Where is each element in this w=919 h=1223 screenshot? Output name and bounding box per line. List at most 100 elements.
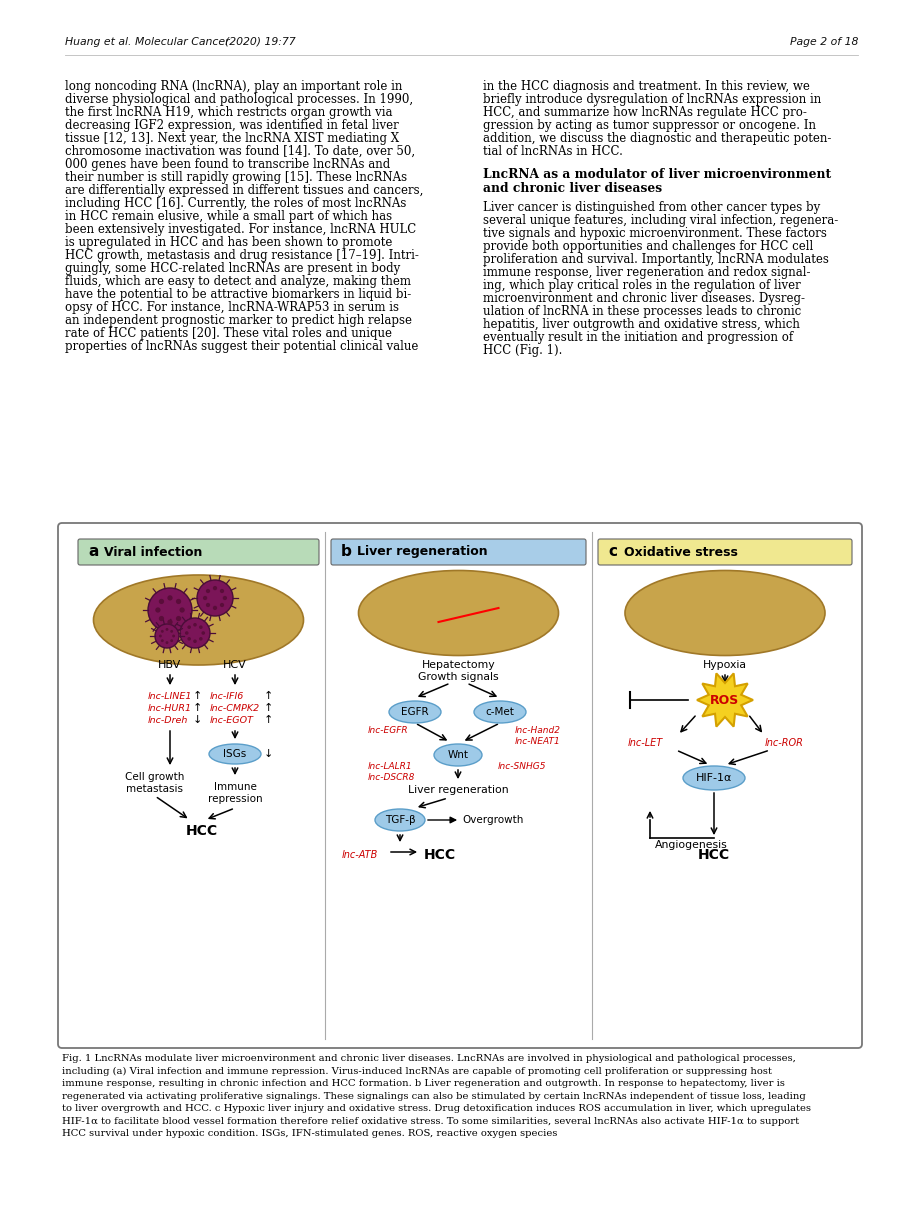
Ellipse shape bbox=[375, 808, 425, 830]
Text: is upregulated in HCC and has been shown to promote: is upregulated in HCC and has been shown… bbox=[65, 236, 391, 249]
Text: HCC growth, metastasis and drug resistance [17–19]. Intri-: HCC growth, metastasis and drug resistan… bbox=[65, 249, 418, 262]
Text: ↑: ↑ bbox=[193, 703, 202, 713]
Text: HCV: HCV bbox=[223, 660, 246, 670]
Text: ulation of lncRNA in these processes leads to chronic: ulation of lncRNA in these processes lea… bbox=[482, 305, 800, 318]
Text: microenvironment and chronic liver diseases. Dysreg-: microenvironment and chronic liver disea… bbox=[482, 292, 804, 305]
Text: proliferation and survival. Importantly, lncRNA modulates: proliferation and survival. Importantly,… bbox=[482, 253, 828, 265]
Text: opsy of HCC. For instance, lncRNA-WRAP53 in serum is: opsy of HCC. For instance, lncRNA-WRAP53… bbox=[65, 301, 399, 314]
Text: TGF-β: TGF-β bbox=[384, 815, 414, 826]
Polygon shape bbox=[697, 674, 752, 726]
Text: repression: repression bbox=[208, 794, 262, 804]
Text: addition, we discuss the diagnostic and therapeutic poten-: addition, we discuss the diagnostic and … bbox=[482, 132, 831, 146]
Text: several unique features, including viral infection, regenera-: several unique features, including viral… bbox=[482, 214, 837, 227]
Circle shape bbox=[172, 635, 175, 637]
Circle shape bbox=[154, 624, 179, 648]
Text: Cell growth: Cell growth bbox=[125, 772, 185, 781]
Text: the first lncRNA H19, which restricts organ growth via: the first lncRNA H19, which restricts or… bbox=[65, 106, 392, 119]
Ellipse shape bbox=[389, 701, 440, 723]
Text: c: c bbox=[607, 544, 617, 559]
FancyBboxPatch shape bbox=[597, 539, 851, 565]
Text: long noncoding RNA (lncRNA), play an important role in: long noncoding RNA (lncRNA), play an imp… bbox=[65, 79, 402, 93]
Text: LncRNA as a modulator of liver microenvironment: LncRNA as a modulator of liver microenvi… bbox=[482, 168, 831, 181]
Circle shape bbox=[161, 630, 164, 632]
Text: ↑: ↑ bbox=[264, 703, 273, 713]
Text: and chronic liver diseases: and chronic liver diseases bbox=[482, 182, 662, 196]
Text: ↓: ↓ bbox=[264, 748, 273, 759]
Text: diverse physiological and pathological processes. In 1990,: diverse physiological and pathological p… bbox=[65, 93, 413, 106]
Circle shape bbox=[155, 608, 160, 613]
Text: lnc-ATB: lnc-ATB bbox=[342, 850, 378, 860]
Text: chromosome inactivation was found [14]. To date, over 50,: chromosome inactivation was found [14]. … bbox=[65, 146, 414, 158]
Text: lnc-CMPK2: lnc-CMPK2 bbox=[210, 704, 260, 713]
Text: guingly, some HCC-related lncRNAs are present in body: guingly, some HCC-related lncRNAs are pr… bbox=[65, 262, 400, 275]
Circle shape bbox=[187, 637, 191, 641]
Text: lnc-EGOT: lnc-EGOT bbox=[210, 715, 254, 725]
Text: lnc-LALR1: lnc-LALR1 bbox=[368, 762, 413, 770]
Text: c-Met: c-Met bbox=[485, 707, 514, 717]
Ellipse shape bbox=[434, 744, 482, 766]
Text: tive signals and hypoxic microenvironment. These factors: tive signals and hypoxic microenvironmen… bbox=[482, 227, 826, 240]
Text: Page 2 of 18: Page 2 of 18 bbox=[789, 37, 857, 46]
Text: including HCC [16]. Currently, the roles of most lncRNAs: including HCC [16]. Currently, the roles… bbox=[65, 197, 406, 210]
Circle shape bbox=[148, 588, 192, 632]
Text: Overgrowth: Overgrowth bbox=[461, 815, 523, 826]
Text: gression by acting as tumor suppressor or oncogene. In: gression by acting as tumor suppressor o… bbox=[482, 119, 815, 132]
Text: immune response, liver regeneration and redox signal-: immune response, liver regeneration and … bbox=[482, 265, 810, 279]
Text: lnc-IFI6: lnc-IFI6 bbox=[210, 692, 244, 701]
Ellipse shape bbox=[94, 575, 303, 665]
Text: HBV: HBV bbox=[158, 660, 181, 670]
Text: metastasis: metastasis bbox=[127, 784, 183, 794]
Text: Hepatectomy: Hepatectomy bbox=[421, 660, 494, 670]
Text: lnc-Dreh: lnc-Dreh bbox=[148, 715, 188, 725]
Text: HCC: HCC bbox=[186, 824, 218, 838]
Text: been extensively investigated. For instance, lncRNA HULC: been extensively investigated. For insta… bbox=[65, 223, 415, 236]
Text: ↑: ↑ bbox=[264, 715, 273, 725]
Text: HCC (Fig. 1).: HCC (Fig. 1). bbox=[482, 344, 562, 357]
Text: lnc-ROR: lnc-ROR bbox=[765, 737, 803, 748]
Circle shape bbox=[201, 631, 205, 635]
Text: a: a bbox=[88, 544, 98, 559]
Text: eventually result in the initiation and progression of: eventually result in the initiation and … bbox=[482, 331, 792, 344]
Text: ISGs: ISGs bbox=[223, 748, 246, 759]
Text: Oxidative stress: Oxidative stress bbox=[623, 545, 737, 559]
Circle shape bbox=[170, 630, 173, 632]
Text: 000 genes have been found to transcribe lncRNAs and: 000 genes have been found to transcribe … bbox=[65, 158, 390, 171]
Text: Liver regeneration: Liver regeneration bbox=[407, 785, 508, 795]
Text: ↓: ↓ bbox=[193, 715, 202, 725]
Text: HIF-1α: HIF-1α bbox=[695, 773, 732, 783]
Text: EGFR: EGFR bbox=[401, 707, 428, 717]
Text: an independent prognostic marker to predict high relapse: an independent prognostic marker to pred… bbox=[65, 314, 412, 327]
Circle shape bbox=[199, 637, 202, 641]
Text: rate of HCC patients [20]. These vital roles and unique: rate of HCC patients [20]. These vital r… bbox=[65, 327, 391, 340]
Text: ↑: ↑ bbox=[264, 691, 273, 701]
Circle shape bbox=[170, 640, 173, 642]
Text: lnc-DSCR8: lnc-DSCR8 bbox=[368, 773, 414, 781]
Text: lnc-HUR1: lnc-HUR1 bbox=[148, 704, 192, 713]
Text: Liver cancer is distinguished from other cancer types by: Liver cancer is distinguished from other… bbox=[482, 201, 820, 214]
Text: HCC, and summarize how lncRNAs regulate HCC pro-: HCC, and summarize how lncRNAs regulate … bbox=[482, 106, 806, 119]
Text: Angiogenesis: Angiogenesis bbox=[654, 840, 727, 850]
Text: in HCC remain elusive, while a small part of which has: in HCC remain elusive, while a small par… bbox=[65, 210, 391, 223]
Circle shape bbox=[159, 599, 164, 604]
Text: ↑: ↑ bbox=[193, 691, 202, 701]
Circle shape bbox=[199, 625, 202, 629]
Text: Huang et al. Molecular Cancer: Huang et al. Molecular Cancer bbox=[65, 37, 230, 46]
Circle shape bbox=[212, 586, 217, 591]
Circle shape bbox=[176, 616, 181, 621]
Text: decreasing IGF2 expression, was identified in fetal liver: decreasing IGF2 expression, was identifi… bbox=[65, 119, 398, 132]
Circle shape bbox=[167, 596, 173, 600]
Circle shape bbox=[193, 623, 197, 626]
Circle shape bbox=[176, 599, 181, 604]
Text: lnc-LET: lnc-LET bbox=[627, 737, 662, 748]
Circle shape bbox=[167, 620, 173, 625]
Circle shape bbox=[159, 635, 162, 637]
Text: lnc-EGFR: lnc-EGFR bbox=[368, 726, 408, 735]
Text: in the HCC diagnosis and treatment. In this review, we: in the HCC diagnosis and treatment. In t… bbox=[482, 79, 809, 93]
Circle shape bbox=[159, 616, 164, 621]
Text: lnc-SNHG5: lnc-SNHG5 bbox=[497, 762, 546, 770]
Ellipse shape bbox=[682, 766, 744, 790]
Circle shape bbox=[161, 640, 164, 642]
FancyBboxPatch shape bbox=[78, 539, 319, 565]
Circle shape bbox=[187, 625, 191, 629]
Text: provide both opportunities and challenges for HCC cell: provide both opportunities and challenge… bbox=[482, 240, 812, 253]
